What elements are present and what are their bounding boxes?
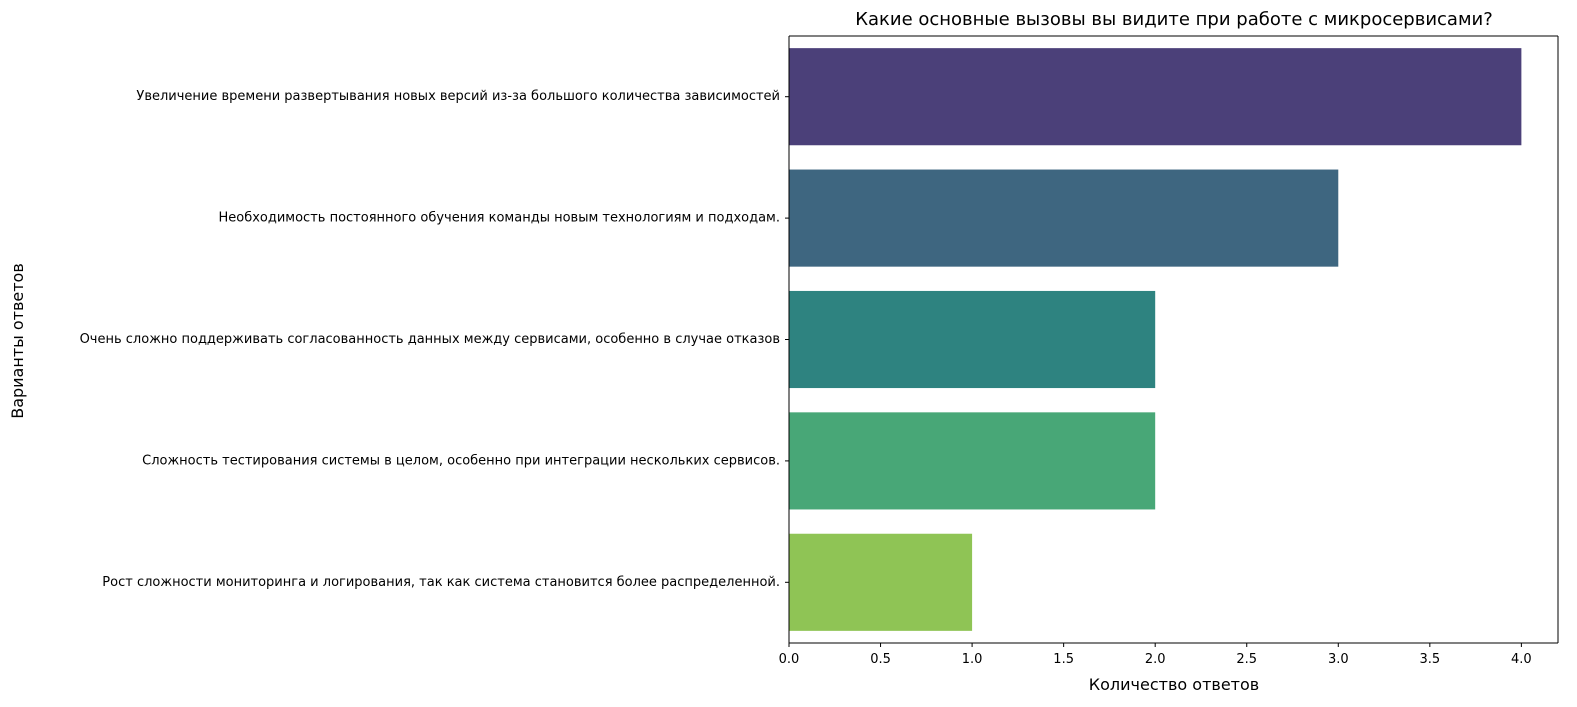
y-tick-label: Увеличение времени развертывания новых в… xyxy=(136,89,780,104)
y-tick-label: Рост сложности мониторинга и логирования… xyxy=(102,575,780,590)
y-tick-label: Очень сложно поддерживать согласованност… xyxy=(80,332,780,347)
x-tick-label: 0.0 xyxy=(779,652,800,667)
bar xyxy=(789,412,1156,510)
x-tick-label: 2.5 xyxy=(1236,652,1257,667)
bar xyxy=(789,533,973,631)
x-tick-label: 0.5 xyxy=(870,652,891,667)
bars-group xyxy=(789,48,1522,631)
bar xyxy=(789,290,1156,389)
x-tick-label: 2.0 xyxy=(1145,652,1166,667)
x-axis-label: Количество ответов xyxy=(1089,675,1259,694)
x-ticks: 0.0 0.5 1.0 1.5 2.0 2.5 3.0 3.5 4.0 xyxy=(779,643,1532,667)
x-tick-label: 1.0 xyxy=(962,652,983,667)
bar xyxy=(789,48,1522,146)
y-axis-label: Варианты ответов xyxy=(8,263,27,419)
x-tick-label: 1.5 xyxy=(1053,652,1074,667)
x-tick-label: 3.5 xyxy=(1419,652,1440,667)
axes-frame xyxy=(788,35,1559,644)
y-tick-label: Сложность тестирования системы в целом, … xyxy=(142,453,780,468)
bar xyxy=(789,169,1339,267)
chart-title: Какие основные вызовы вы видите при рабо… xyxy=(855,9,1493,30)
x-tick-label: 4.0 xyxy=(1511,652,1532,667)
x-tick-label: 3.0 xyxy=(1328,652,1349,667)
y-tick-label: Необходимость постоянного обучения коман… xyxy=(218,211,780,226)
y-tick-labels: Увеличение времени развертывания новых в… xyxy=(80,89,789,590)
